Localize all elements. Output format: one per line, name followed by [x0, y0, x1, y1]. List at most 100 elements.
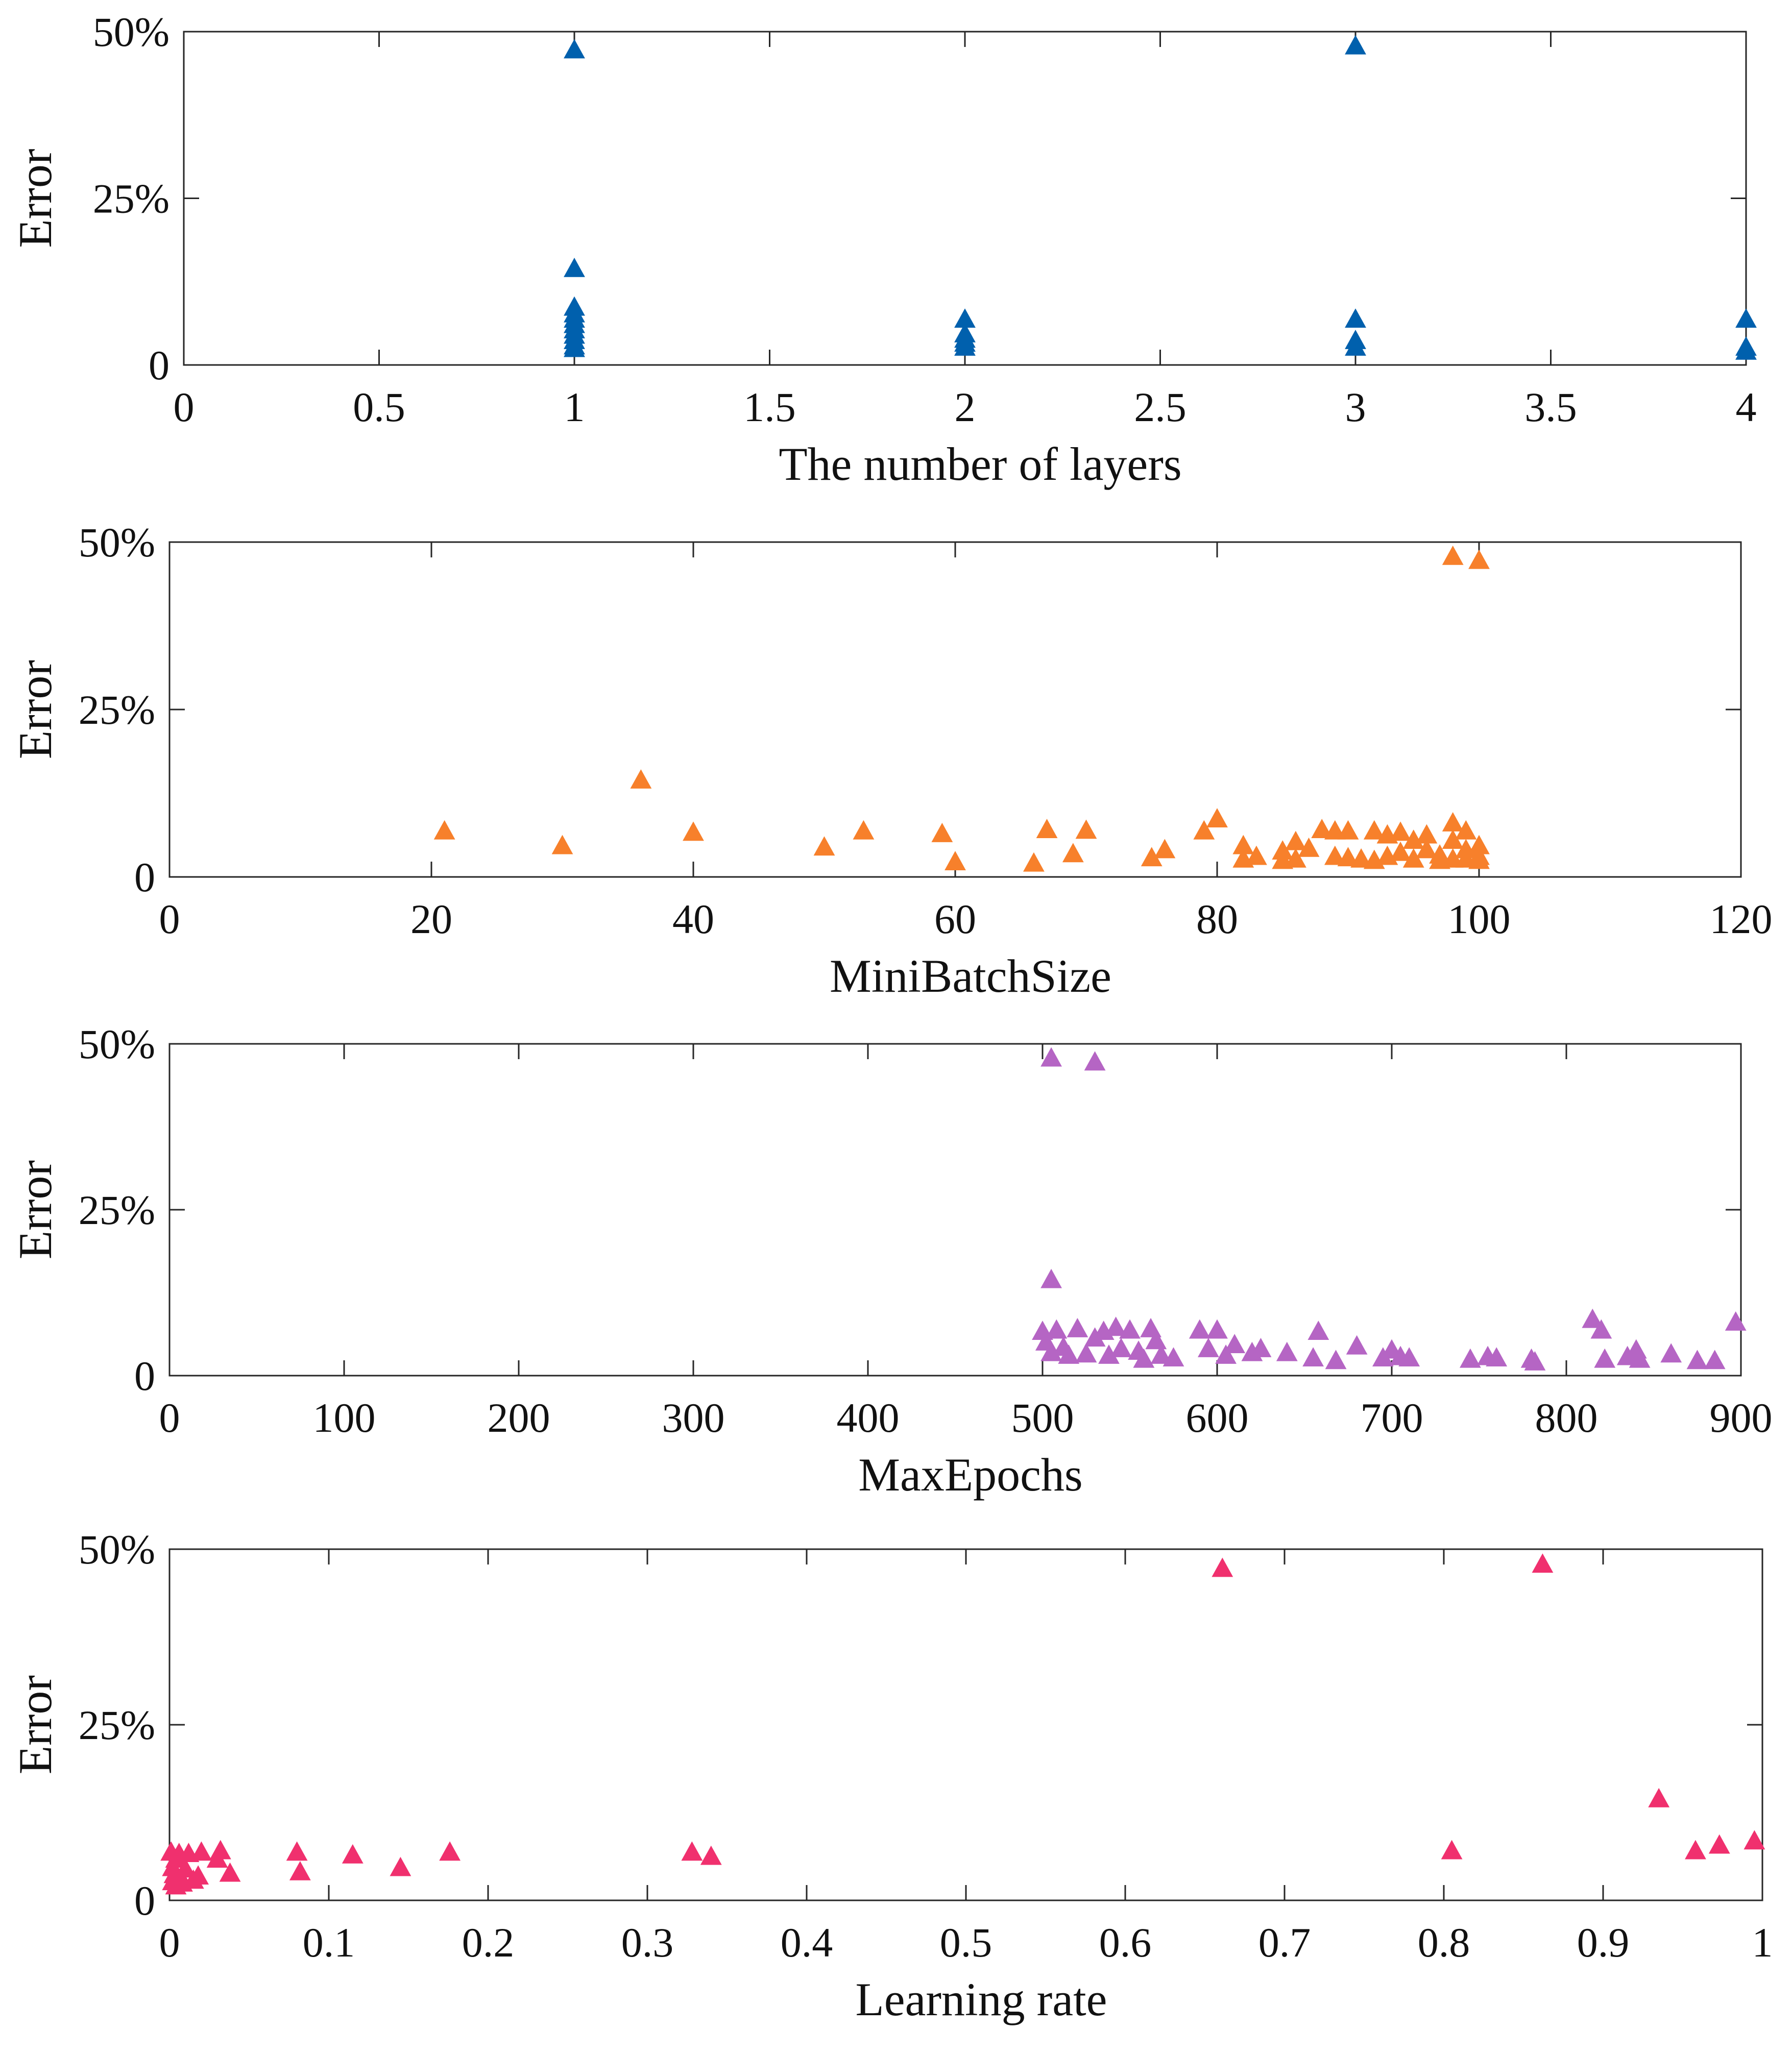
data-point: [1189, 1319, 1210, 1339]
data-point: [1350, 848, 1372, 868]
y-tick-labels: 0 25% 50%: [79, 1021, 155, 1399]
panel-number-of-layers: 0 0.5 1 1.5 2 2.5 3 3.5 4 0 25% 50% The number of …: [9, 9, 1757, 490]
data-point: [1390, 841, 1411, 861]
y-tick-labels: 0 25% 50%: [79, 1526, 155, 1924]
tick-marks: [168, 1548, 1763, 1901]
data-point: [1345, 308, 1366, 328]
data-point: [564, 39, 585, 59]
data-point: [433, 820, 455, 840]
x-tick-label: 800: [1535, 1395, 1598, 1441]
x-tick-label: 60: [934, 896, 976, 942]
data-point: [564, 257, 585, 277]
x-tick-labels: 0 0.5 1 1.5 2 2.5 3 3.5 4: [174, 384, 1757, 430]
panel-learning-rate: 0 0.1 0.2 0.3 0.4 0.5 0.6 0.7 0.8 0.9 1 0 25% 50% Le…: [9, 1526, 1773, 2025]
data-point: [1442, 545, 1464, 565]
x-tick-label: 500: [1011, 1395, 1074, 1441]
data-point: [1250, 1338, 1272, 1357]
x-tick-label: 400: [837, 1395, 900, 1441]
data-point: [1036, 819, 1058, 838]
x-tick-label: 0.5: [940, 1919, 992, 1966]
y-axis-title: Error: [9, 1675, 61, 1774]
data-point: [1390, 821, 1411, 841]
x-tick-label: 0.5: [353, 384, 405, 430]
data-point: [1648, 1788, 1670, 1807]
x-axis-title: MiniBatchSize: [830, 950, 1111, 1002]
x-tick-label: 0.2: [462, 1919, 515, 1966]
x-tick-label: 0: [159, 896, 180, 942]
data-point: [1743, 1830, 1765, 1850]
data-point: [1298, 837, 1320, 857]
data-point: [1062, 843, 1084, 863]
x-tick-label: 0.9: [1577, 1919, 1630, 1966]
data-point: [1206, 1319, 1228, 1339]
x-tick-label: 20: [410, 896, 452, 942]
x-tick-label: 100: [1448, 896, 1511, 942]
data-point: [1363, 820, 1385, 840]
panel-maxepochs: 0 100 200 300 400 500 600 700 800 900 0 25% 50% Max…: [9, 1021, 1773, 1501]
y-tick-label: 25%: [79, 687, 155, 733]
data-point: [1075, 819, 1097, 839]
data-point: [1232, 835, 1254, 854]
x-tick-label: 700: [1361, 1395, 1423, 1441]
data-point: [1058, 1344, 1080, 1364]
x-tick-label: 200: [488, 1395, 550, 1441]
data-point: [1067, 1318, 1088, 1337]
panel-minibatchsize: 0 20 40 60 80 100 120 0 25% 50% MiniBatchSize Er…: [9, 519, 1773, 1002]
data-point: [1215, 1344, 1237, 1364]
data-point: [1468, 549, 1490, 569]
data-point: [1725, 1311, 1747, 1331]
x-axis-title: Learning rate: [856, 1973, 1107, 2025]
data-points: [1032, 1047, 1747, 1371]
y-axis-title: Error: [9, 1160, 61, 1259]
data-point: [1325, 1350, 1347, 1370]
data-point: [1468, 849, 1490, 869]
data-point: [1075, 1343, 1097, 1363]
data-point: [1141, 847, 1163, 867]
data-point: [1660, 1343, 1682, 1363]
data-point: [342, 1844, 364, 1864]
y-tick-label: 25%: [79, 1187, 155, 1233]
data-point: [1311, 819, 1333, 838]
data-point: [1442, 812, 1464, 832]
x-tick-label: 0.6: [1099, 1919, 1152, 1966]
data-point: [945, 851, 966, 870]
x-tick-label: 0.7: [1258, 1919, 1311, 1966]
y-tick-labels: 0 25% 50%: [79, 519, 155, 900]
x-axis-title: MaxEpochs: [858, 1449, 1082, 1501]
data-point: [1119, 1319, 1141, 1339]
data-point: [1532, 1553, 1554, 1573]
data-point: [551, 835, 573, 854]
data-point: [1133, 1348, 1155, 1368]
y-axis-title: Error: [9, 660, 61, 759]
data-point: [1594, 1348, 1616, 1368]
data-point: [1708, 1834, 1730, 1854]
x-tick-label: 1: [564, 384, 585, 430]
data-point: [1686, 1350, 1708, 1370]
data-point: [286, 1841, 308, 1861]
y-tick-label: 25%: [79, 1702, 155, 1748]
data-point: [1345, 336, 1366, 356]
data-point: [1145, 1330, 1167, 1350]
data-point: [1040, 1341, 1062, 1361]
x-tick-label: 40: [672, 896, 714, 942]
data-point: [1590, 1319, 1612, 1339]
data-point: [1337, 847, 1359, 867]
data-point: [1455, 820, 1477, 840]
data-point: [564, 337, 585, 357]
data-point: [1206, 808, 1228, 828]
x-tick-label: 900: [1710, 1395, 1773, 1441]
data-point: [1441, 1840, 1463, 1860]
data-point: [1324, 845, 1346, 865]
data-point: [1735, 308, 1757, 328]
x-tick-label: 3.5: [1524, 384, 1577, 430]
data-point: [1307, 1321, 1329, 1340]
data-point: [1468, 835, 1490, 854]
data-point: [1345, 35, 1366, 55]
data-points: [433, 545, 1490, 872]
data-point: [1402, 829, 1424, 849]
data-point: [1023, 852, 1045, 872]
x-tick-label: 300: [662, 1395, 725, 1441]
x-tick-label: 1.5: [743, 384, 796, 430]
x-tick-label: 2: [955, 384, 976, 430]
